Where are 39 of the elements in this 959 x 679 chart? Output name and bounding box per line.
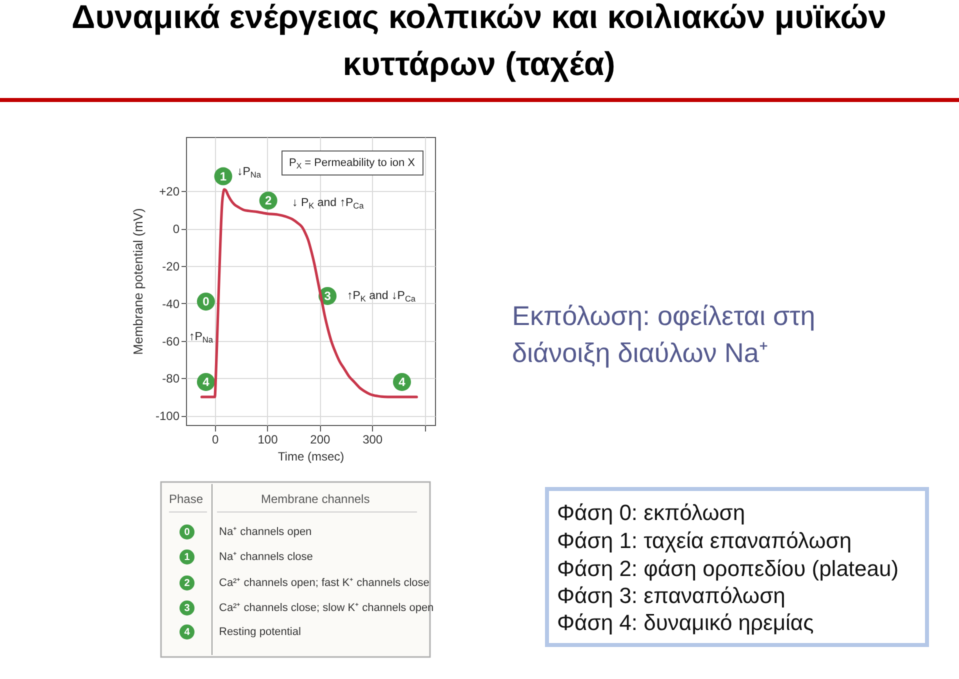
text: Εκπόλωση: οφείλεται στη διάνοιξη διαύλων Na⁺ <box>512 301 816 368</box>
text: Na⁺ channels close <box>219 551 313 563</box>
annotation: 3 <box>324 288 332 303</box>
text: 2 <box>184 578 190 589</box>
line-series <box>200 188 418 398</box>
annotation: 4 <box>398 374 406 389</box>
y-tick-label: -20 <box>162 260 180 274</box>
text: 1 <box>184 552 190 563</box>
annotation: 4 <box>202 374 210 389</box>
y-tick-label: -80 <box>162 372 180 386</box>
text: Resting potential <box>219 626 301 638</box>
text: 3 <box>184 603 190 614</box>
x-tick-label: 0 <box>212 432 219 446</box>
text: Phase <box>168 492 204 506</box>
y-tick-label: -100 <box>155 409 180 424</box>
annotation: 0 <box>202 294 210 309</box>
text: Φάση 4: δυναμικό ηρεμίας <box>557 610 814 635</box>
x-axis-title: Time (msec) <box>278 450 344 464</box>
y-tick-label: +20 <box>159 184 180 199</box>
text: Membrane channels <box>261 492 370 506</box>
text: Φάση 1: ταχεία επαναπόλωση <box>557 528 852 553</box>
y-axis-title: Membrane potential (mV) <box>130 208 146 355</box>
y-tick-label: -60 <box>162 334 180 348</box>
annotation: 2 <box>264 194 272 208</box>
chart-title: Δυναμικά ενέργειας κολπικών και κοιλιακών μυϊκών κυττάρων (ταχέα) <box>72 0 886 82</box>
text: Na⁺ channels open <box>219 526 312 538</box>
text: 0 <box>184 527 190 538</box>
x-tick-label: 100 <box>258 432 278 446</box>
y-tick-label: -40 <box>162 296 180 311</box>
text: Φάση 2: φάση οροπεδίου (plateau) <box>557 556 899 581</box>
text: Φάση 0: εκπόλωση <box>557 500 746 525</box>
annotation: 1 <box>220 169 227 184</box>
text: Φάση 3: επαναπόλωση <box>557 583 786 608</box>
text: Ca²⁺ channels open; fast K⁺ channels close <box>219 577 430 589</box>
x-tick-label: 200 <box>310 432 331 446</box>
x-tick-label: 300 <box>362 432 383 446</box>
text: 4 <box>184 627 190 638</box>
text: Ca²⁺ channels close; slow K⁺ channels open <box>219 602 434 614</box>
y-tick-label: 0 <box>172 222 180 236</box>
